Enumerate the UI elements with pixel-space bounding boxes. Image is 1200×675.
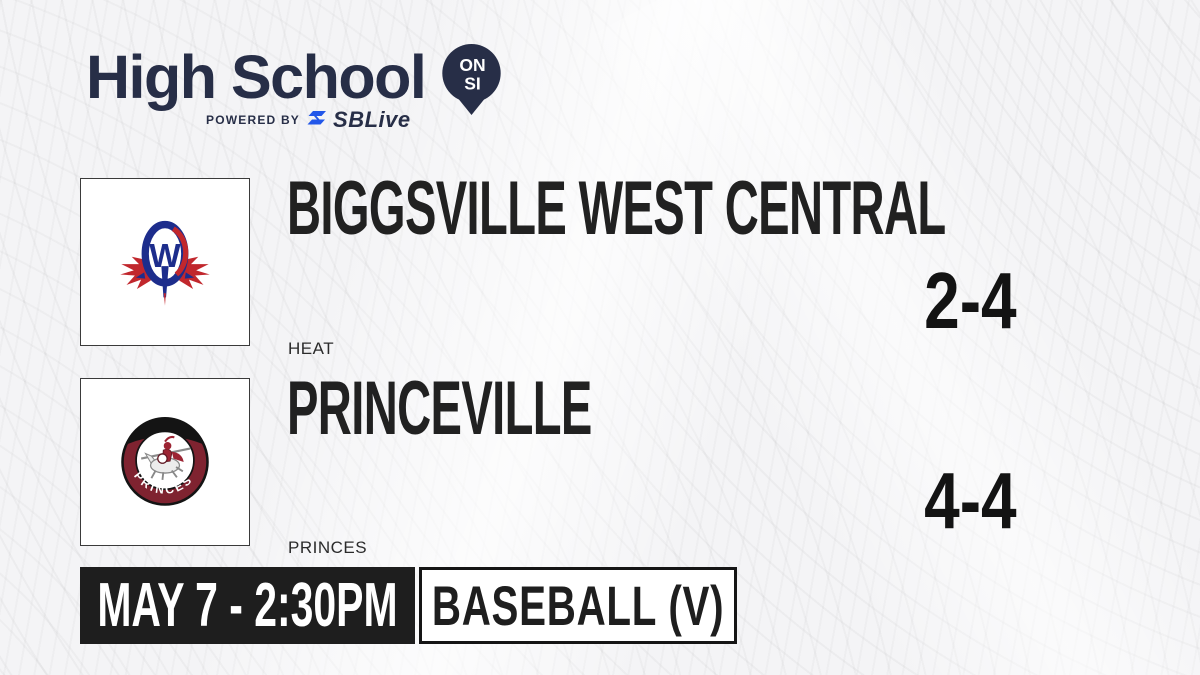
pin-on-text: ON (459, 55, 485, 75)
sport-label: BASEBALL (V) (431, 573, 725, 637)
game-datetime-box: MAY 7 - 2:30PM (80, 567, 415, 644)
team1-record: 2-4 (924, 256, 1018, 345)
on-si-pin-icon: ON SI (442, 44, 501, 116)
team1-mascot: HEAT (288, 339, 335, 358)
sblive-wordmark: SBLive (333, 107, 411, 132)
team2-mascot: PRINCES (288, 538, 368, 557)
powered-by-label: POWERED BY (206, 113, 301, 127)
west-central-w-flames-logo: W (120, 220, 210, 306)
team2-record: 4-4 (924, 456, 1018, 545)
powered-by-row: POWERED BY SBLive (206, 107, 411, 133)
princeville-knight-badge-logo: PRINCES (121, 416, 209, 506)
team2-name: PRINCEVILLE (287, 366, 592, 451)
sblive-bolt-icon (307, 111, 327, 125)
team2-logo-box: PRINCES (80, 378, 250, 546)
team1-name: BIGGSVILLE WEST CENTRAL (287, 166, 946, 251)
team1-logo-box: W (80, 178, 250, 346)
brand-wordmark: High School (86, 43, 427, 111)
sport-box: BASEBALL (V) (419, 567, 737, 644)
game-datetime: MAY 7 - 2:30PM (97, 570, 398, 640)
pin-si-text: SI (464, 74, 481, 94)
